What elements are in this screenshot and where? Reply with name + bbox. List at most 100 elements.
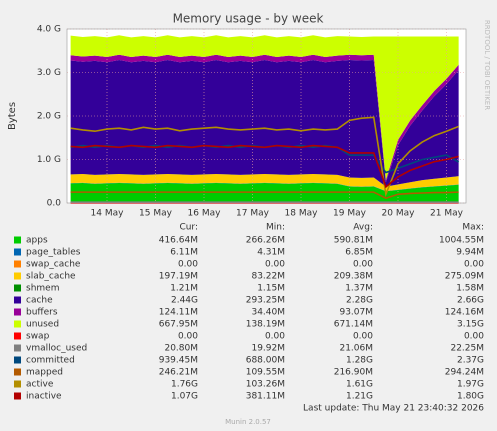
x-tick-label: 16 May	[188, 209, 222, 219]
legend-stat: 1.37M	[345, 284, 373, 294]
legend-stat: 1.80G	[457, 392, 484, 402]
legend-stat: 2.28G	[346, 296, 373, 306]
legend-stat: 0.00	[464, 260, 484, 270]
legend-swatch	[14, 320, 21, 328]
legend-stat: 688.00M	[246, 356, 285, 366]
legend-stat: 93.07M	[339, 308, 373, 318]
legend-stat: 1.07G	[171, 392, 198, 402]
legend-stat: 197.19M	[159, 272, 198, 282]
legend-stat: 1004.55M	[439, 236, 484, 246]
legend-swatch	[14, 308, 21, 316]
area	[70, 174, 459, 191]
legend-label: buffers	[26, 308, 58, 318]
x-tick-label: 14 May	[91, 209, 125, 219]
legend-stat: 416.64M	[159, 236, 198, 246]
legend-label: vmalloc_used	[26, 344, 87, 354]
legend-swatch	[14, 236, 21, 244]
legend-stat: 22.25M	[450, 344, 484, 354]
legend-header: Cur:	[179, 223, 198, 233]
legend-swatch	[14, 260, 21, 268]
legend-stat: 1.97G	[457, 380, 484, 390]
y-tick-label: 1.0 G	[37, 155, 61, 165]
legend-swatch	[14, 344, 21, 352]
line	[70, 144, 459, 189]
legend-stat: 246.21M	[159, 368, 198, 378]
legend-stat: 0.00	[265, 260, 285, 270]
legend-swatch	[14, 392, 21, 400]
legend-stat: 0.00	[353, 332, 373, 342]
legend-stat: 103.26M	[246, 380, 285, 390]
legend-label: cache	[26, 296, 53, 306]
legend-stat: 124.16M	[445, 308, 484, 318]
legend-stat: 667.95M	[159, 320, 198, 330]
legend-stat: 109.55M	[246, 368, 285, 378]
x-tick-label: 17 May	[236, 209, 270, 219]
legend-stat: 34.40M	[251, 308, 285, 318]
legend-label: swap	[26, 332, 50, 342]
legend-stat: 381.11M	[246, 392, 285, 402]
legend-stat: 590.81M	[334, 236, 373, 246]
legend-stat: 138.19M	[246, 320, 285, 330]
legend-label: committed	[26, 356, 75, 366]
legend-label: swap_cache	[26, 260, 81, 270]
legend-swatch	[14, 368, 21, 376]
legend-label: page_tables	[26, 248, 81, 258]
legend-stat: 20.80M	[164, 344, 198, 354]
legend-stat: 9.94M	[456, 248, 484, 258]
legend-stat: 1.15M	[257, 284, 285, 294]
legend-label: apps	[26, 236, 48, 246]
legend-stat: 1.61G	[346, 380, 373, 390]
legend-stat: 2.44G	[171, 296, 198, 306]
area	[70, 35, 459, 181]
legend-label: unused	[26, 320, 59, 330]
legend-stat: 293.25M	[246, 296, 285, 306]
legend-swatch	[14, 380, 21, 388]
legend-stat: 1.76G	[171, 380, 198, 390]
legend-swatch	[14, 332, 21, 340]
legend-stat: 209.38M	[334, 272, 373, 282]
legend-stat: 6.11M	[170, 248, 198, 258]
legend-stat: 0.00	[464, 332, 484, 342]
legend-label: shmem	[26, 284, 59, 294]
last-update: Last update: Thu May 21 23:40:32 2026	[303, 404, 484, 414]
legend-header: Max:	[462, 223, 484, 233]
x-tick-label: 20 May	[382, 209, 416, 219]
legend-stat: 671.14M	[334, 320, 373, 330]
legend-stat: 1.21M	[170, 284, 198, 294]
legend-stat: 124.11M	[159, 308, 198, 318]
legend-stat: 1.58M	[456, 284, 484, 294]
plot-frame	[66, 28, 467, 204]
line	[70, 116, 459, 198]
y-tick-label: 3.0 G	[37, 68, 61, 78]
legend-stat: 83.22M	[251, 272, 285, 282]
legend-swatch	[14, 356, 21, 364]
legend-stat: 19.92M	[251, 344, 285, 354]
legend-stat: 6.85M	[345, 248, 373, 258]
legend-stat: 216.90M	[334, 368, 373, 378]
legend-stat: 2.66G	[457, 296, 484, 306]
y-tick-label: 2.0 G	[37, 112, 61, 122]
x-tick-label: 21 May	[430, 209, 464, 219]
legend-stat: 0.00	[178, 332, 198, 342]
legend-stat: 21.06M	[339, 344, 373, 354]
legend-swatch	[14, 284, 21, 292]
legend-label: mapped	[26, 368, 63, 378]
legend-stat: 3.15G	[457, 320, 484, 330]
y-tick-label: 4.0 G	[37, 25, 61, 35]
legend-label: slab_cache	[26, 272, 76, 282]
chart-title: Memory usage - by week	[173, 12, 324, 26]
legend-swatch	[14, 272, 21, 280]
x-tick-label: 19 May	[333, 209, 367, 219]
area	[70, 182, 459, 203]
legend-stat: 939.45M	[159, 356, 198, 366]
legend-stat: 2.37G	[457, 356, 484, 366]
legend-swatch	[14, 296, 21, 304]
legend-header: Avg:	[353, 223, 373, 233]
legend-label: inactive	[26, 392, 62, 402]
y-axis-label: Bytes	[7, 102, 18, 130]
legend-label: active	[26, 380, 54, 390]
legend-stat: 0.00	[178, 260, 198, 270]
legend-stat: 1.21G	[346, 392, 373, 402]
